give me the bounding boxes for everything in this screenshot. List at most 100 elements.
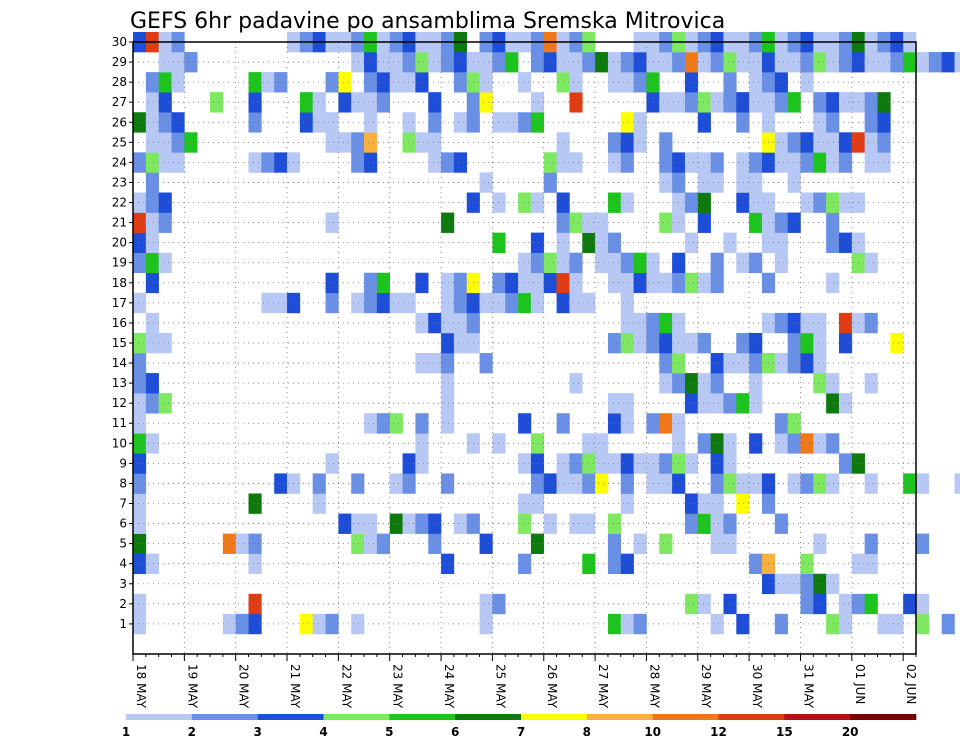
heat-cell [710, 172, 724, 193]
x-tick-label: 24 MAY [442, 664, 456, 709]
heat-cell [620, 272, 634, 294]
heat-cell [415, 72, 429, 93]
y-tick-label: 8 [119, 476, 127, 490]
y-tick-label: 18 [112, 276, 127, 290]
heat-cell [941, 613, 955, 635]
heat-cell [158, 252, 172, 274]
heat-cell [620, 453, 634, 474]
heat-cell [710, 393, 724, 414]
heat-cell [710, 353, 724, 374]
heat-cell [838, 52, 853, 73]
heat-cell [133, 553, 147, 575]
heat-cell [787, 132, 801, 153]
heat-cell [479, 92, 493, 113]
heat-cell [351, 533, 365, 554]
heat-cell [813, 112, 827, 133]
heat-cell [633, 252, 647, 274]
heat-cell [543, 172, 557, 193]
heat-cell [453, 292, 468, 314]
heat-cell [569, 473, 583, 494]
heat-cell [826, 52, 840, 73]
heat-cell [620, 473, 634, 494]
heat-cell [530, 533, 545, 554]
colorbar-swatch [455, 714, 522, 720]
heat-cell [659, 533, 673, 554]
heat-cell [620, 72, 634, 93]
heat-cell [133, 212, 147, 233]
heat-cell [325, 132, 339, 153]
heat-cell [158, 332, 172, 354]
heat-cell [659, 353, 673, 374]
heat-cell [158, 152, 172, 173]
heat-cell [697, 433, 711, 454]
colorbar-label: 3 [253, 725, 261, 739]
y-tick-label: 7 [119, 497, 127, 511]
heat-cell [453, 312, 468, 334]
heat-cell [710, 272, 724, 294]
heat-cell [928, 52, 942, 73]
heat-cell [364, 292, 378, 314]
y-tick-label: 2 [119, 597, 127, 611]
heat-cell [158, 132, 172, 153]
heat-cell [607, 613, 622, 635]
heat-cell [338, 72, 352, 93]
heat-cell [479, 533, 493, 554]
heat-cell [248, 112, 262, 133]
heat-cell [826, 92, 840, 113]
heat-cell [774, 152, 788, 173]
heat-cell [826, 473, 840, 494]
heat-cell [184, 132, 198, 153]
heat-cell [364, 52, 378, 73]
heat-cell [826, 433, 840, 454]
heat-cell [684, 72, 699, 93]
y-tick-label: 12 [112, 396, 127, 410]
heat-cell [389, 473, 403, 494]
heat-cell [697, 332, 711, 354]
heat-cell [145, 553, 159, 575]
heat-cell [428, 513, 442, 534]
heat-cell [261, 72, 275, 93]
heat-cell [428, 132, 442, 153]
heat-cell [864, 312, 878, 334]
heat-cell [312, 613, 326, 635]
heat-cell [530, 433, 545, 454]
heat-cell [749, 212, 763, 233]
heat-cell [518, 553, 532, 575]
heat-cell [364, 72, 378, 93]
heat-cell [325, 292, 339, 314]
heat-cell [428, 152, 442, 173]
heat-cell [916, 52, 930, 73]
heat-cell [145, 393, 159, 414]
heat-cell [325, 212, 339, 233]
heat-cell [749, 473, 763, 494]
heat-cell [133, 453, 147, 474]
y-tick-label: 1 [119, 617, 127, 631]
heat-cell [389, 52, 403, 73]
heat-cell [518, 493, 532, 514]
heat-cell [364, 92, 378, 113]
heat-cell [749, 553, 763, 575]
heat-cell [697, 393, 711, 414]
heat-cell [248, 593, 262, 615]
heat-cell [787, 312, 801, 334]
heat-cell [659, 52, 673, 73]
heat-cell [415, 353, 429, 374]
heat-cell [697, 212, 711, 233]
heat-cell [158, 52, 172, 73]
heat-cell [774, 52, 788, 73]
heat-cell [659, 453, 673, 474]
heat-cell [813, 573, 827, 595]
heat-cell [441, 272, 455, 294]
heat-cell [684, 332, 699, 354]
y-tick-label: 4 [119, 557, 127, 571]
heat-cell [723, 473, 737, 494]
heat-cell [826, 272, 840, 294]
heat-cell [235, 613, 249, 635]
heat-cell [620, 413, 634, 434]
heat-cell [633, 332, 647, 354]
heat-cell [877, 613, 891, 635]
heat-cell [518, 112, 532, 133]
heat-cell [633, 72, 647, 93]
heat-cell [710, 252, 724, 274]
heat-cell [441, 373, 455, 394]
